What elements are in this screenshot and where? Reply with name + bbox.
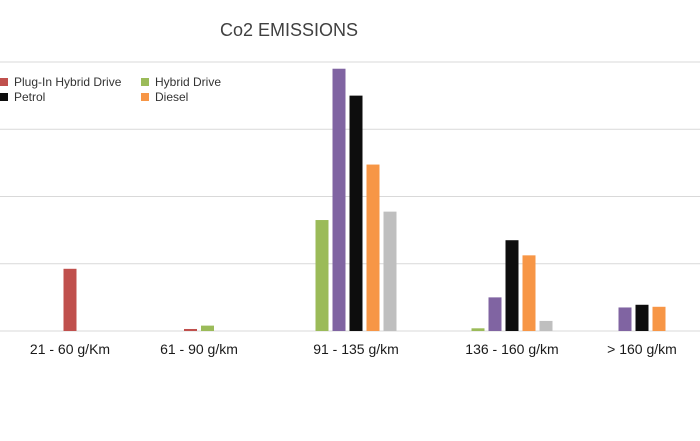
bar (635, 304, 649, 331)
legend-swatch (141, 93, 149, 101)
bar (539, 320, 553, 331)
bar (383, 211, 397, 331)
bar (652, 306, 666, 331)
legend-label: Diesel (155, 90, 188, 104)
legend-swatch (0, 78, 8, 86)
bar (505, 240, 519, 331)
legend-swatch (0, 93, 8, 101)
x-tick-label: 21 - 60 g/Km (30, 341, 110, 357)
legend-label: Hybrid Drive (155, 75, 221, 89)
bar (315, 220, 329, 331)
bar (618, 307, 632, 331)
bar (184, 328, 197, 331)
bar (522, 255, 536, 331)
x-tick-label: > 160 g/km (607, 341, 677, 357)
legend-item: Diesel (141, 90, 188, 104)
legend-label: Plug-In Hybrid Drive (14, 75, 122, 89)
bar (366, 164, 380, 331)
bars (63, 68, 666, 331)
bar (488, 297, 502, 331)
legend-item: Hybrid Drive (141, 75, 221, 89)
legend-swatch (141, 78, 149, 86)
x-tick-label: 136 - 160 g/km (465, 341, 558, 357)
legend: Plug-In Hybrid Drive Hybrid Drive Petrol Di… (0, 75, 221, 104)
bar (349, 95, 363, 331)
legend-item: Plug-In Hybrid Drive (0, 75, 122, 89)
bar (471, 328, 485, 331)
legend-item: Petrol (0, 90, 45, 104)
chart-title: Co2 EMISSIONS (220, 20, 358, 40)
bar (201, 325, 214, 331)
bar (63, 268, 77, 331)
bar (332, 68, 346, 331)
x-tick-label: 91 - 135 g/km (313, 341, 399, 357)
x-axis-tick-labels: 21 - 60 g/Km 61 - 90 g/km 91 - 135 g/km 136… (30, 341, 677, 357)
legend-label: Petrol (14, 90, 45, 104)
x-tick-label: 61 - 90 g/km (160, 341, 238, 357)
